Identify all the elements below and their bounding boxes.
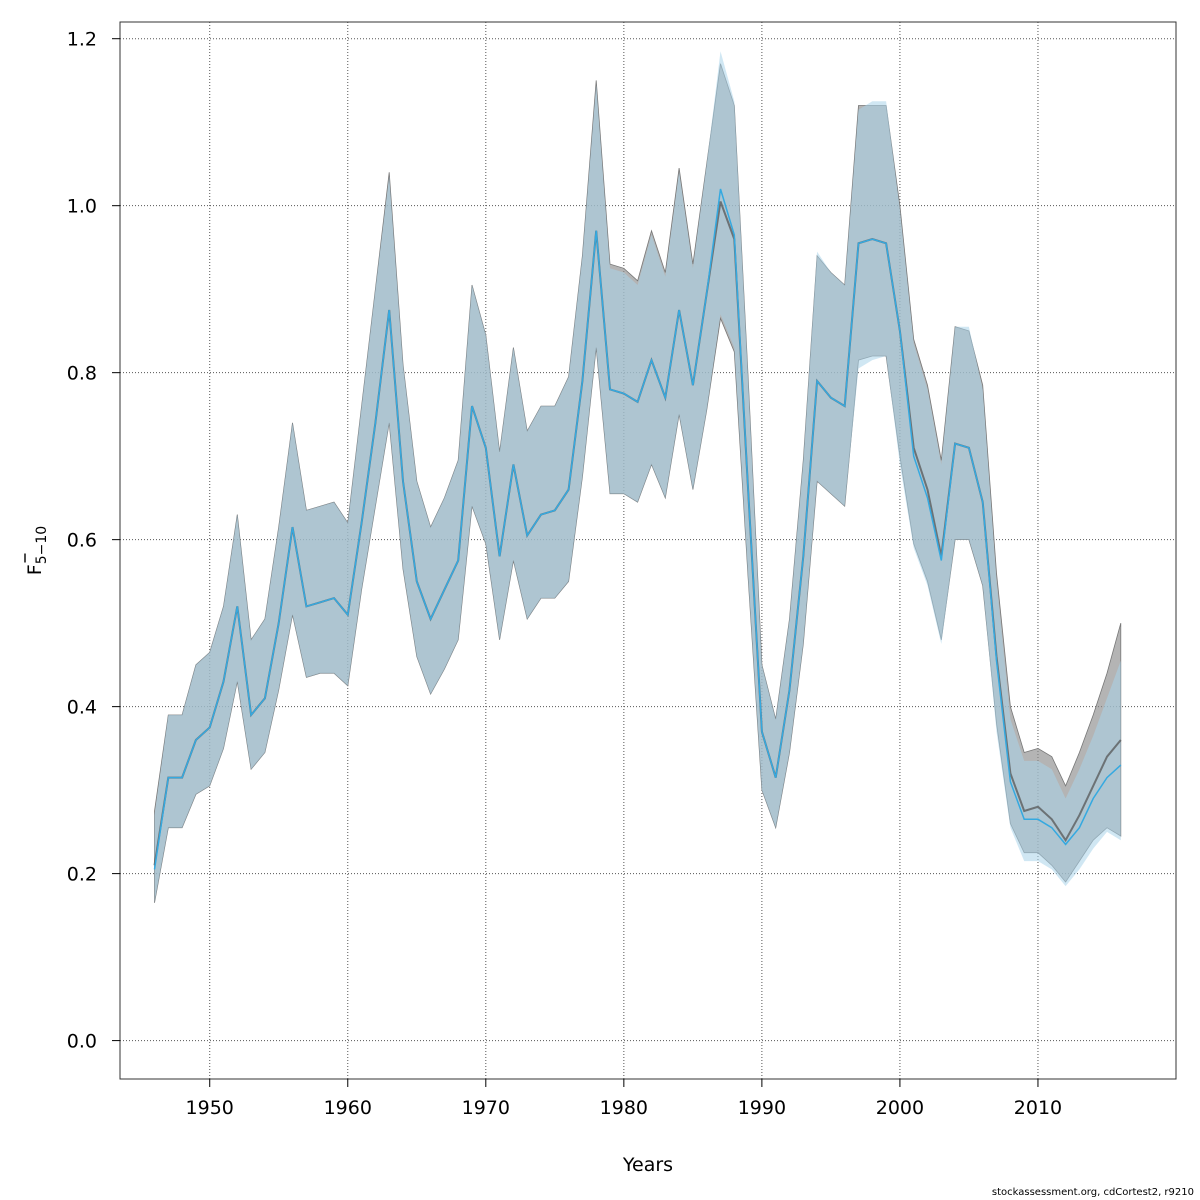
x-tick-label: 1980	[600, 1097, 648, 1119]
x-tick-label: 1990	[738, 1097, 786, 1119]
y-axis-title-text: F5−10	[24, 526, 50, 575]
series-lines	[153, 188, 1122, 870]
x-tick-label: 2000	[876, 1097, 924, 1119]
y-tick-label: 1.2	[67, 29, 97, 51]
y-tick-label: 0.6	[67, 530, 97, 552]
y-axis-title: F5−10	[24, 526, 50, 575]
y-tick-label: 0.8	[67, 363, 97, 385]
x-tick-label: 2010	[1014, 1097, 1062, 1119]
confidence-band-2	[154, 51, 1121, 903]
y-axis: 0.0 0.2 0.4 0.6 0.8 1.0 1.2	[67, 29, 120, 1053]
y-tick-label: 0.0	[67, 1031, 97, 1053]
y-tick-label: 0.4	[67, 697, 97, 719]
confidence-bands	[154, 51, 1122, 903]
x-axis-title: Years	[622, 1154, 673, 1176]
credit-text: stockassessment.org, cdCortest2, r9210	[991, 1187, 1194, 1198]
x-tick-label: 1960	[324, 1097, 372, 1119]
x-tick-label: 1950	[186, 1097, 234, 1119]
series-line-2	[153, 188, 1122, 870]
y-tick-label: 1.0	[67, 196, 97, 218]
x-axis: 1950 1960 1970 1980 1990 2000 2010	[186, 1079, 1062, 1119]
y-tick-label: 0.2	[67, 864, 97, 886]
plot-frame	[119, 21, 1177, 1080]
x-tick-label: 1970	[462, 1097, 510, 1119]
